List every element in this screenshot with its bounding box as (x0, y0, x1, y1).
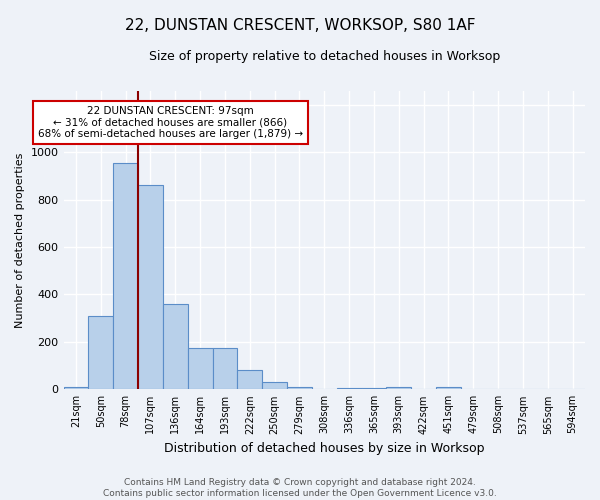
Bar (138, 186, 163, 390)
Bar (262, 382, 287, 390)
Bar (337, 388, 362, 390)
Bar (88, 316, 113, 390)
Bar (238, 370, 262, 390)
Text: Contains HM Land Registry data © Crown copyright and database right 2024.
Contai: Contains HM Land Registry data © Crown c… (103, 478, 497, 498)
Bar (188, 348, 212, 390)
Y-axis label: Number of detached properties: Number of detached properties (15, 152, 25, 328)
Bar (386, 387, 411, 390)
Bar (362, 388, 386, 390)
Bar (163, 304, 188, 390)
Bar (64, 387, 88, 390)
Bar (212, 348, 238, 390)
X-axis label: Distribution of detached houses by size in Worksop: Distribution of detached houses by size … (164, 442, 485, 455)
Bar (436, 387, 461, 390)
Title: Size of property relative to detached houses in Worksop: Size of property relative to detached ho… (149, 50, 500, 63)
Text: 22 DUNSTAN CRESCENT: 97sqm
← 31% of detached houses are smaller (866)
68% of sem: 22 DUNSTAN CRESCENT: 97sqm ← 31% of deta… (38, 106, 303, 139)
Bar (287, 387, 312, 390)
Bar (113, 163, 138, 390)
Text: 22, DUNSTAN CRESCENT, WORKSOP, S80 1AF: 22, DUNSTAN CRESCENT, WORKSOP, S80 1AF (125, 18, 475, 32)
